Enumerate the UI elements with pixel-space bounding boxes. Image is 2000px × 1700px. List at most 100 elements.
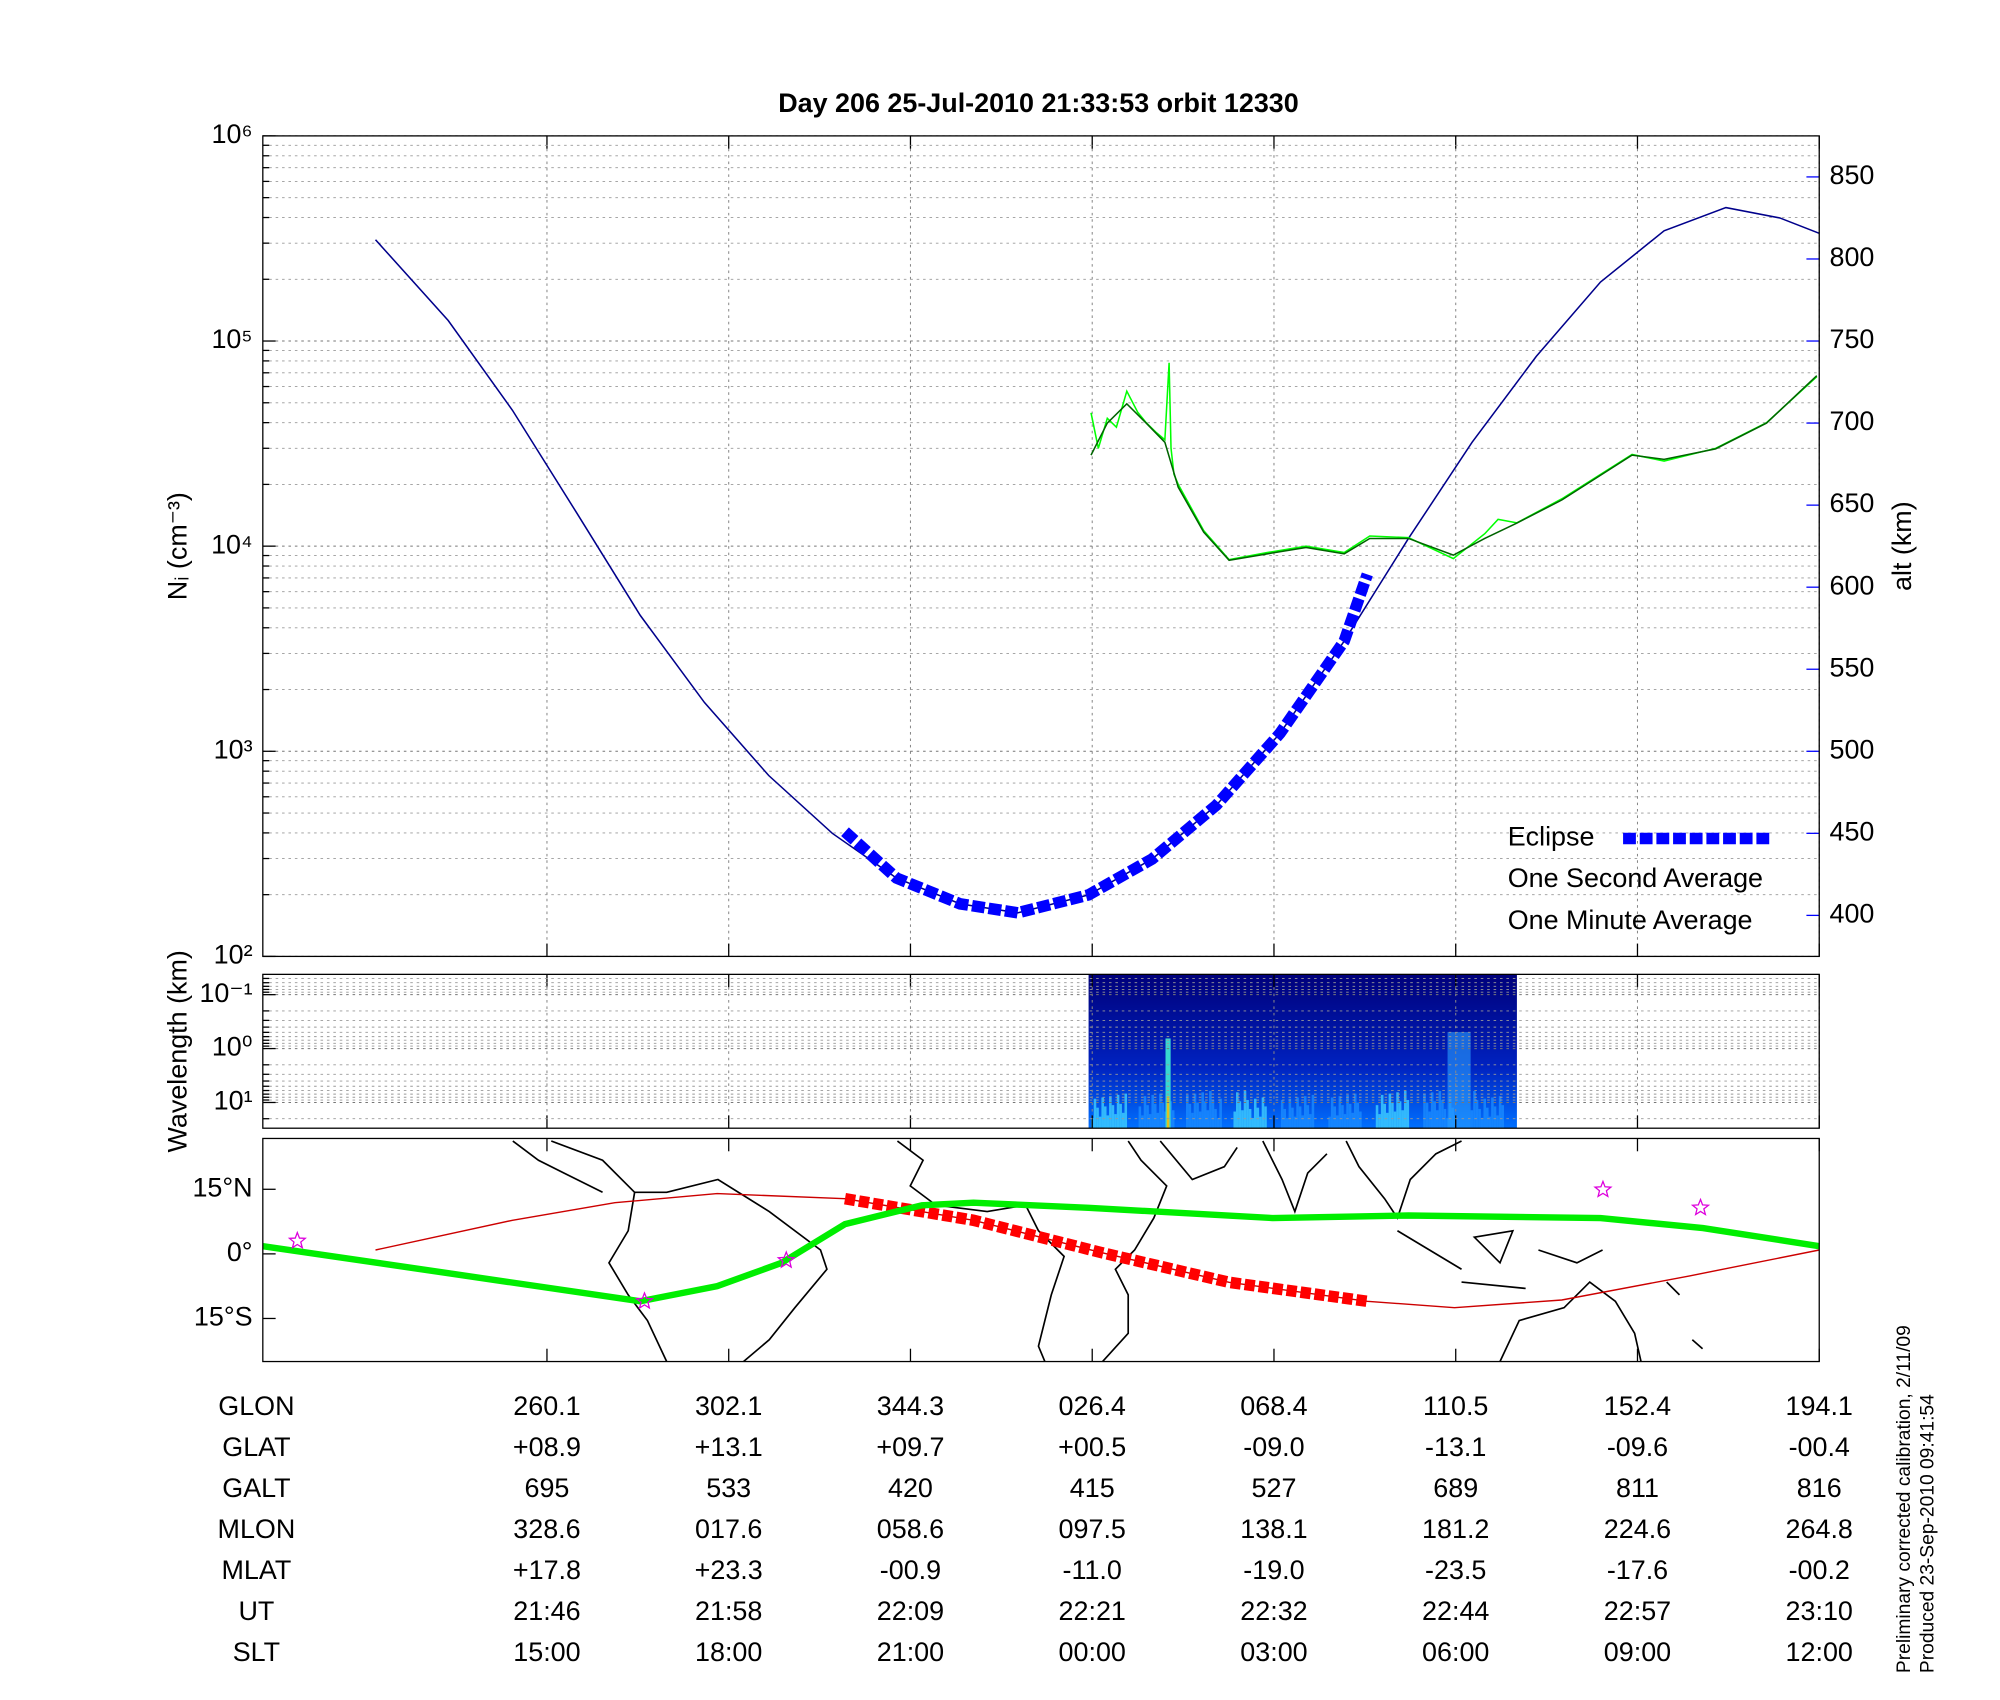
spectrogram-streak: [1378, 1114, 1381, 1129]
y-tick-label: 10⁶: [212, 119, 253, 149]
spectrogram-streak: [1259, 1116, 1262, 1129]
spectrogram-streak: [1153, 1103, 1157, 1129]
star-marker: [634, 1291, 655, 1310]
spectrogram-streak: [1209, 1091, 1212, 1129]
spectrogram-streak: [1096, 1107, 1099, 1129]
series-line: [1090, 362, 1818, 561]
spectrogram-streak: [1438, 1091, 1442, 1129]
spectrogram-streak: [1098, 1116, 1102, 1129]
y-axis-label: Nᵢ (cm⁻³): [163, 492, 193, 600]
spectrogram-streak: [1196, 1102, 1199, 1129]
spectrogram-streak: [1161, 1102, 1165, 1129]
spectrogram-streak: [1351, 1112, 1354, 1129]
spectrogram-streak: [1478, 1108, 1481, 1129]
y2-tick-label: 700: [1829, 406, 1874, 436]
spectrogram-streak: [1264, 1106, 1267, 1129]
panel-frame: [262, 973, 1820, 1129]
y-tick-label: 10⁵: [211, 324, 252, 354]
spectrogram-streak: [1211, 1100, 1215, 1129]
y-tick-label: 15°S: [194, 1302, 253, 1332]
y-tick-label: 15°N: [192, 1172, 252, 1202]
spectrogram-streak: [1101, 1097, 1104, 1129]
spectrogram-streak: [1501, 1105, 1504, 1129]
table-cell: 058.6: [877, 1514, 944, 1544]
y-tick-label: 10⁻¹: [199, 978, 252, 1008]
spectrogram-streak: [1198, 1111, 1202, 1129]
spectrogram-streak: [1486, 1107, 1489, 1129]
star-marker: [1690, 1197, 1711, 1216]
spectrogram-streak: [1343, 1114, 1347, 1129]
spectrogram-streak: [1301, 1115, 1304, 1129]
x-tick-label: 06:00: [1422, 1637, 1489, 1667]
eclipse-track: [844, 1193, 1369, 1307]
spectrogram-streak: [1138, 1106, 1142, 1129]
table-cell: +09.7: [876, 1432, 944, 1462]
spectrogram-streak: [1423, 1093, 1426, 1129]
x-tick-label: 00:00: [1059, 1637, 1126, 1667]
table-cell: -09.0: [1243, 1432, 1304, 1462]
y2-tick-label: 850: [1829, 160, 1874, 190]
table-cell: 533: [706, 1473, 751, 1503]
table-cell: -23.5: [1425, 1555, 1486, 1585]
table-cell: 260.1: [513, 1391, 580, 1421]
spectrogram-streak: [1109, 1096, 1112, 1129]
table-cell: 138.1: [1240, 1514, 1307, 1544]
table-cell: 21:58: [695, 1596, 762, 1626]
spectrogram-streak: [1206, 1110, 1210, 1129]
spectrogram-streak: [1330, 1097, 1334, 1129]
x-tick-label: 15:00: [513, 1637, 580, 1667]
spectrogram-streak: [1111, 1105, 1115, 1129]
table-cell: +23.3: [695, 1555, 763, 1585]
table-row-label: UT: [238, 1596, 274, 1626]
spectrogram-streak: [1396, 1092, 1399, 1129]
spectrogram-streak: [1186, 1094, 1189, 1129]
spectrogram-streak: [1398, 1101, 1402, 1129]
spectrogram-streak: [1443, 1108, 1447, 1129]
legend-label: Eclipse: [1508, 822, 1595, 852]
spectrogram-streak: [1256, 1107, 1260, 1129]
spectrogram-streak: [1293, 1116, 1297, 1129]
spectrogram-streak: [1103, 1106, 1107, 1129]
table-cell: 264.8: [1786, 1514, 1853, 1544]
spectrogram-streak: [1246, 1100, 1249, 1129]
spectrogram-streak: [1201, 1092, 1204, 1129]
spectrogram-streak: [1475, 1100, 1479, 1129]
spectrogram-streak: [1253, 1098, 1257, 1129]
spectrogram-streak: [1193, 1093, 1197, 1129]
spectrogram-streak: [1498, 1096, 1502, 1129]
spectrogram-streak: [1124, 1093, 1128, 1129]
spectrogram-streak: [1359, 1111, 1362, 1129]
x-tick-label: 09:00: [1604, 1637, 1671, 1667]
table-cell: 068.4: [1240, 1391, 1307, 1421]
table-cell: 527: [1252, 1473, 1297, 1503]
spectrogram-streak: [1356, 1102, 1360, 1129]
spectrogram-streak: [1303, 1096, 1307, 1129]
y-tick-label: 10⁰: [212, 1032, 253, 1062]
spectrogram-streak: [1473, 1091, 1476, 1129]
y2-tick-label: 550: [1829, 652, 1874, 682]
legend-label: One Minute Average: [1508, 905, 1753, 935]
spectrogram-streak: [1238, 1101, 1242, 1129]
spectrogram-streak: [1383, 1103, 1387, 1129]
spectrogram-streak: [1430, 1092, 1434, 1129]
table-cell: 110.5: [1423, 1391, 1488, 1421]
spectrogram-streak: [1093, 1098, 1097, 1129]
table-cell: 328.6: [513, 1514, 580, 1544]
spectrogram-streak: [1336, 1115, 1339, 1129]
spectrogram-streak: [1121, 1112, 1125, 1129]
spectrogram-streak: [1261, 1097, 1265, 1129]
x-tick-label: 21:00: [877, 1637, 944, 1667]
x-tick-label: 03:00: [1240, 1637, 1307, 1667]
y2-tick-label: 800: [1829, 242, 1874, 272]
spectrogram-streak: [1141, 1115, 1144, 1129]
spectrogram-streak: [1470, 1110, 1474, 1129]
spectrogram-streak: [1146, 1105, 1149, 1129]
spectrogram-streak: [1480, 1117, 1484, 1129]
spectrogram-streak: [1288, 1098, 1292, 1129]
table-cell: +17.8: [513, 1555, 581, 1585]
panel-frame: [262, 1137, 1820, 1363]
table-cell: +08.9: [513, 1432, 581, 1462]
y2-tick-label: 400: [1829, 898, 1874, 928]
spectrogram-streak: [1341, 1105, 1344, 1129]
